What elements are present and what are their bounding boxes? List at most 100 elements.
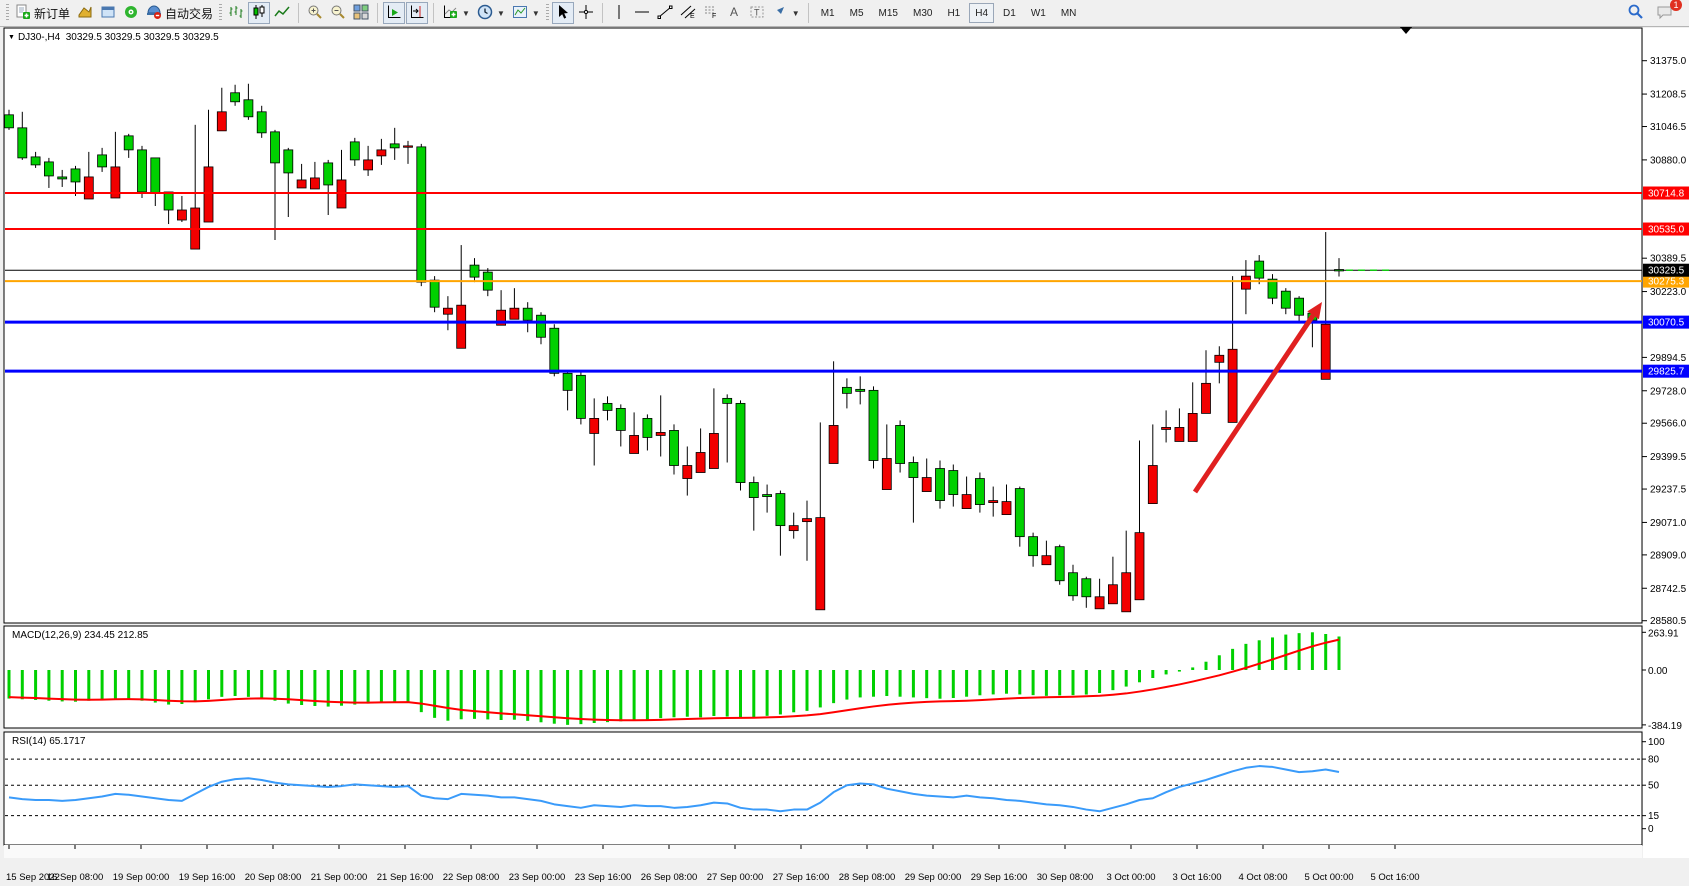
timeframe-M1[interactable]: M1 [815, 3, 841, 23]
price-scale[interactable]: 31375.0 31208.5 31046.5 30880.0 30389.5 30223… [1642, 56, 1689, 835]
trend-arrow[interactable] [1192, 302, 1322, 494]
templates-button[interactable]: ▼ [509, 2, 543, 24]
search-button[interactable] [1624, 2, 1647, 24]
rsi-scale-label: 15 [1648, 811, 1660, 822]
equidistant-channel-button[interactable]: E [677, 2, 699, 24]
bar-chart-icon [228, 4, 244, 23]
auto-trading-button[interactable]: 自动交易 [143, 2, 216, 24]
resistance-line-1-price-box [1643, 186, 1689, 200]
price-tick-label: 29728.0 [1650, 386, 1687, 397]
rsi-panel[interactable] [3, 731, 1643, 846]
new-order-button[interactable]: 新订单 [12, 2, 73, 24]
new-window-button[interactable] [97, 2, 119, 24]
candle-body [748, 482, 759, 498]
time-axis-label: 20 Sep 08:00 [244, 872, 302, 883]
window-icon [100, 4, 116, 23]
candle-body [1174, 427, 1185, 442]
time-axis-label: 27 Sep 16:00 [772, 872, 830, 883]
candlestick-chart-button[interactable] [248, 2, 271, 24]
timeframe-H4[interactable]: H4 [969, 3, 995, 23]
price-tick-label: 31375.0 [1650, 56, 1687, 67]
notifications-button[interactable]: 1 [1653, 0, 1682, 24]
periods-button[interactable]: ▼ [474, 2, 508, 24]
price-tick-label: 30223.0 [1650, 287, 1687, 298]
crosshair-button[interactable] [575, 2, 597, 24]
auto-scroll-button[interactable] [383, 2, 406, 24]
macd-panel[interactable] [3, 625, 1643, 729]
candle-body [1201, 382, 1211, 414]
vertical-line-button[interactable] [608, 2, 630, 24]
price-scale-background[interactable] [1643, 28, 1689, 858]
price-tick-label: 28742.5 [1650, 584, 1687, 595]
indicators-button[interactable]: ▼ [439, 2, 473, 24]
arrows-icon [772, 4, 788, 23]
timeframe-W1[interactable]: W1 [1025, 3, 1052, 23]
market-watch-button[interactable] [74, 2, 96, 24]
support-line-2-price-box [1643, 364, 1689, 378]
candle-body [629, 435, 639, 454]
signals-button[interactable] [120, 2, 142, 24]
candle-body [762, 494, 772, 497]
text-label-button[interactable]: T [746, 2, 768, 24]
fibonacci-button[interactable]: F [700, 2, 722, 24]
candle-body [1241, 275, 1251, 290]
candle-body [1054, 546, 1065, 582]
candle-body [1214, 354, 1225, 363]
candle-body [1280, 290, 1291, 309]
time-axis-label: 28 Sep 08:00 [838, 872, 896, 883]
candle-body [695, 452, 706, 473]
rsi-scale-label: 100 [1648, 737, 1665, 748]
zoom-in-button[interactable] [304, 2, 326, 24]
candle-body [961, 494, 972, 509]
horizontal-line-button[interactable] [631, 2, 653, 24]
auto-trading-label: 自动交易 [165, 6, 214, 21]
time-axis-label: 21 Sep 00:00 [310, 872, 368, 883]
bar-chart-button[interactable] [225, 2, 247, 24]
candle-body [1334, 269, 1344, 272]
line-chart-button[interactable] [271, 2, 293, 24]
chart-header[interactable]: ▼ DJ30-,H4 30329.5 30329.5 30329.5 30329.… [8, 32, 219, 43]
candle-body [270, 131, 280, 164]
candle-body [828, 425, 839, 464]
price-tick-label: 29399.5 [1650, 452, 1687, 463]
candle-body [935, 468, 945, 501]
rsi-scale-label: 50 [1648, 781, 1660, 792]
candle-body [416, 146, 427, 283]
chart-canvas[interactable]: 31375.0 31208.5 31046.5 30880.0 30389.5 30223… [0, 27, 1689, 859]
timeframe-M5[interactable]: M5 [844, 3, 870, 23]
trendline-button[interactable] [654, 2, 676, 24]
candle-body [137, 149, 147, 193]
macd-indicator-label: MACD(12,26,9) 234.45 212.85 [12, 630, 149, 641]
timeframe-M30[interactable]: M30 [907, 3, 938, 23]
candle-body [203, 166, 214, 223]
resistance-line-2-price-box [1643, 222, 1689, 236]
tile-windows-button[interactable] [350, 2, 372, 24]
time-axis-label: 30 Sep 08:00 [1036, 872, 1094, 883]
macd-scale-label: -384.19 [1648, 721, 1682, 732]
candle-body [1254, 260, 1265, 279]
time-axis-background[interactable] [4, 845, 1642, 858]
tile-windows-icon [353, 4, 369, 23]
horizontal-line-icon [634, 4, 650, 23]
zoom-out-button[interactable] [327, 2, 349, 24]
text-button[interactable]: A [723, 2, 745, 24]
candle-body [363, 159, 374, 171]
symbol-dropdown-icon[interactable]: ▼ [8, 34, 15, 41]
timeframe-H1[interactable]: H1 [941, 3, 966, 23]
arrows-button[interactable]: ▼ [769, 2, 803, 24]
timeframe-MN[interactable]: MN [1055, 3, 1083, 23]
candle-body [1094, 596, 1105, 610]
zoom-out-icon [330, 4, 346, 23]
candle-body [735, 402, 746, 483]
candle-body [576, 374, 586, 419]
timeframe-D1[interactable]: D1 [997, 3, 1022, 23]
time-axis[interactable]: 15 Sep 2022 16 Sep 08:00 19 Sep 00:00 19 Se… [0, 872, 1689, 886]
chart-shift-button[interactable] [406, 2, 429, 24]
cursor-button[interactable] [551, 2, 574, 24]
candle-body [163, 191, 174, 211]
ohlc-values: 30329.5 30329.5 30329.5 30329.5 [65, 32, 219, 43]
zoom-in-icon [307, 4, 323, 23]
candle-body [4, 114, 14, 129]
down-arrow-marker-icon[interactable] [1400, 27, 1412, 34]
timeframe-M15[interactable]: M15 [873, 3, 904, 23]
